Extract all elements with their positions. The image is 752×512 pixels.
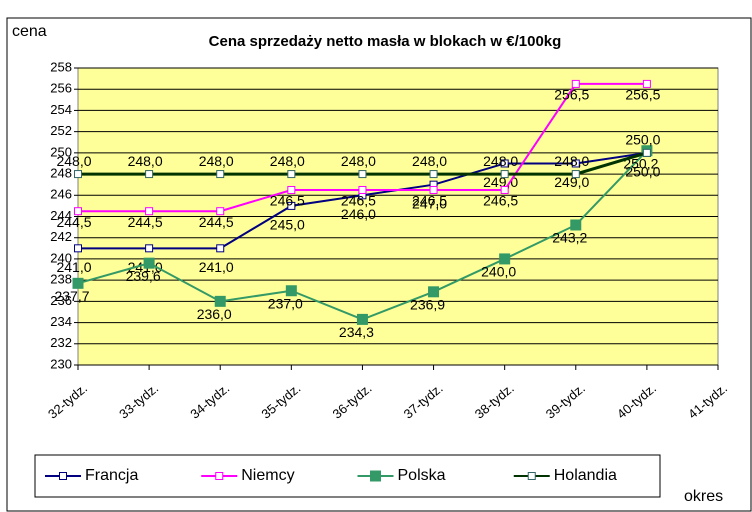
point [571,79,580,88]
value-label: 236,0 [197,306,232,322]
y-tick-label: 254 [50,102,72,117]
value-label: 248,0 [412,153,447,169]
point [500,170,509,179]
value-label: 243,2 [552,230,587,246]
point [74,244,82,253]
value-label: 246,5 [270,193,305,209]
value-label: 246,5 [483,193,518,209]
point [287,170,296,179]
y-tick-label: 240 [50,250,72,265]
point [287,185,296,194]
legend-label: Polska [398,467,446,484]
point [571,159,580,168]
point [500,159,509,168]
value-label: 241,0 [56,259,91,275]
y-tick-label: 248 [50,166,72,181]
value-label: 256,5 [554,87,589,103]
point [145,244,154,253]
point [74,170,82,179]
value-label: 237,0 [268,295,303,311]
value-label: 237,7 [54,288,89,304]
point [570,219,582,231]
value-label: 250,0 [625,164,660,180]
value-label: 241,0 [199,259,234,275]
value-label: 250,0 [625,132,660,148]
y-tick-label: 236 [50,293,72,308]
point [216,170,225,179]
y-tick-label: 258 [50,59,72,74]
value-label: 240,0 [481,264,516,280]
value-label: 248,0 [128,153,163,169]
value-label: 248,0 [199,153,234,169]
value-label: 244,5 [128,214,163,230]
point [216,207,225,216]
point [429,185,438,194]
point [358,170,367,179]
value-label: 245,0 [270,217,305,233]
point [358,185,367,194]
value-label: 236,9 [410,297,445,313]
legend-label: Francja [85,467,138,484]
value-label: 246,5 [412,193,447,209]
value-label: 244,5 [199,214,234,230]
x-axis-title: okres [684,488,723,505]
point [642,148,651,157]
y-axis-title: cena [12,23,47,40]
value-label: 246,0 [341,206,376,222]
y-tick-label: 238 [50,272,72,287]
y-tick-label: 256 [50,81,72,96]
point [428,286,440,298]
value-label: 249,0 [483,174,518,190]
y-tick-label: 234 [50,314,72,329]
legend-marker [370,470,381,482]
value-label: 256,5 [625,87,660,103]
value-label: 248,0 [554,153,589,169]
point [143,257,155,269]
point [145,170,154,179]
value-label: 244,5 [56,214,91,230]
point [287,201,296,210]
point [285,285,297,297]
y-tick-label: 242 [50,229,72,244]
chart-title: Cena sprzedaży netto masła w blokach w €… [209,33,562,50]
value-label: 247,0 [412,195,447,211]
legend-marker [215,472,224,480]
point [356,313,368,325]
point [145,207,154,216]
value-label: 248,0 [341,153,376,169]
value-label: 248,0 [483,153,518,169]
y-tick-label: 232 [50,335,72,350]
value-label: 248,0 [56,153,91,169]
value-label: 239,6 [126,268,161,284]
point [499,253,511,265]
point [571,170,580,179]
legend [34,454,661,498]
point [72,277,84,289]
y-tick-label: 244 [50,208,72,223]
legend-marker [59,472,67,480]
point [642,79,651,88]
point [74,207,82,216]
y-tick-label: 246 [50,187,72,202]
value-label: 249,0 [554,174,589,190]
legend-label: Holandia [554,467,617,484]
value-label: 248,0 [270,153,305,169]
point [500,185,509,194]
point [216,244,225,253]
y-tick-label: 250 [50,144,72,159]
value-label: 234,3 [339,324,374,340]
legend-marker [527,472,536,480]
value-label: 246,5 [341,193,376,209]
y-tick-label: 252 [50,123,72,138]
value-label: 250,2 [623,155,658,171]
y-tick-label: 230 [50,356,72,371]
legend-label: Niemcy [241,467,294,484]
point [214,295,226,307]
point [429,170,438,179]
